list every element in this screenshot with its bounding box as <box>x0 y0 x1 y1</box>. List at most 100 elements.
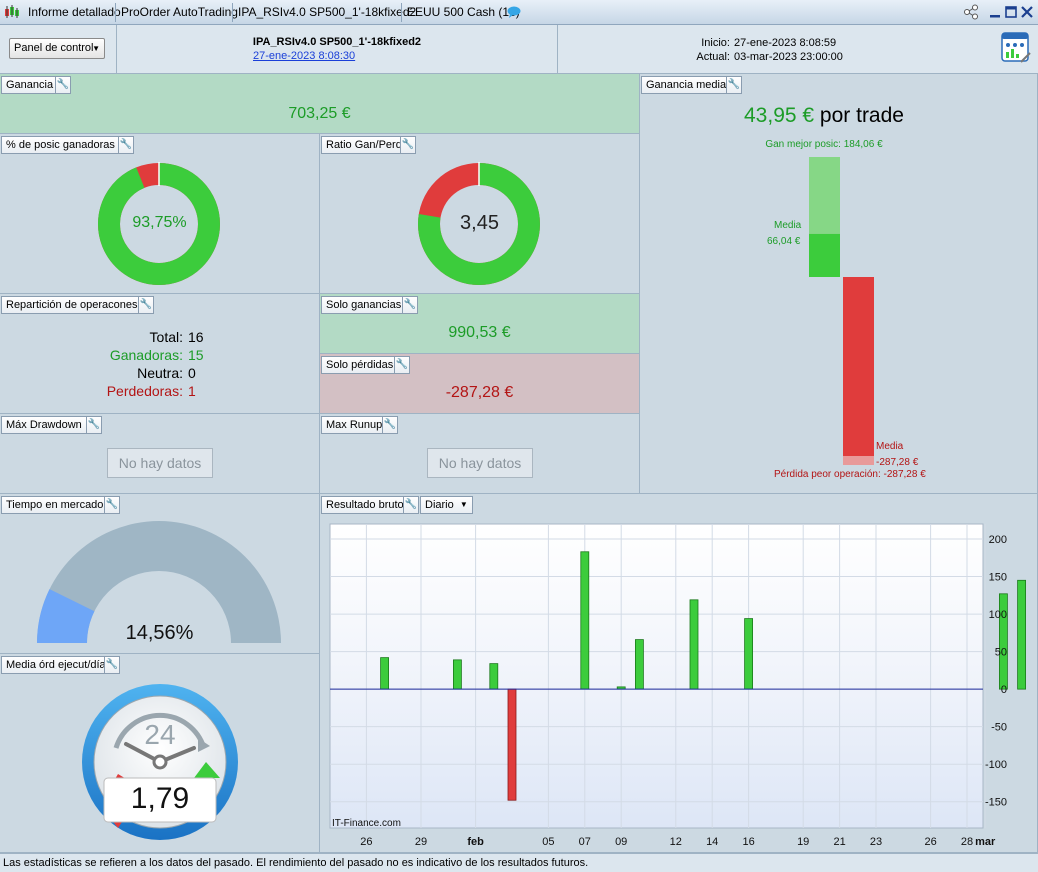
tiempo-mercado-value: 14,56% <box>125 622 194 644</box>
worst-loss-bar <box>843 277 874 465</box>
x-tick-label: 09 <box>615 836 627 848</box>
plot-area <box>329 523 984 829</box>
minimize-icon[interactable] <box>987 4 1003 20</box>
panel-de-control-dropdown[interactable]: Panel de control ▼ <box>9 38 105 59</box>
y-tick-label: -50 <box>991 722 1007 734</box>
chart-bar[interactable] <box>580 551 590 690</box>
ganancia-media-headline: 43,95 € por trade <box>640 104 1008 128</box>
current-label: Actual: <box>696 51 730 63</box>
solo-ganancias-label: Solo ganancias <box>321 296 407 314</box>
solo-perdidas-value: -287,28 € <box>445 384 514 401</box>
system-date-link[interactable]: 27-ene-2023 8:08:30 <box>253 50 356 62</box>
gauge-fill <box>37 589 95 643</box>
system-name: IPA_RSIv4.0 SP500_1'-18kfixed2 <box>117 36 557 48</box>
tab-proorder-autotrading[interactable]: ProOrder AutoTrading <box>121 5 238 19</box>
max-runup-widget: Max Runup 🔧 No hay datos <box>320 414 640 494</box>
x-tick-label: 29 <box>415 836 427 848</box>
y-tick-label: 150 <box>989 572 1007 584</box>
gauge-track <box>37 521 281 643</box>
date-range: Inicio: 27-ene-2023 8:08:59 Actual: 03-mar… <box>690 36 843 64</box>
reparticion-row-value: 0 <box>188 365 196 381</box>
start-value: 27-ene-2023 8:08:59 <box>734 37 837 49</box>
max-drawdown-label: Máx Drawdown <box>1 416 87 434</box>
chart-bar[interactable] <box>380 657 389 690</box>
chart-watermark: IT-Finance.com <box>332 818 401 829</box>
close-icon[interactable] <box>1019 4 1035 20</box>
ganancia-media-label: Ganancia media <box>641 76 732 94</box>
ratio-widget: Ratio Gan/Perd 🔧 3,45 <box>320 134 640 294</box>
clock-icon: 24 <box>82 684 238 840</box>
x-tick-label: feb <box>467 836 484 848</box>
wrench-icon[interactable]: 🔧 <box>55 76 71 94</box>
reparticion-widget: Repartición de operacones 🔧 Total: 16 Ga… <box>0 294 320 414</box>
start-label: Inicio: <box>701 37 730 49</box>
tiempo-mercado-gauge <box>37 521 281 643</box>
reparticion-row-label: Perdedoras: <box>106 383 183 399</box>
chart-bar[interactable] <box>507 688 517 801</box>
pct-ganadoras-widget: % de posic ganadoras 🔧 93,75% <box>0 134 320 294</box>
x-tick-label: 05 <box>542 836 554 848</box>
reparticion-row-value: 16 <box>188 329 204 345</box>
maximize-icon[interactable] <box>1003 4 1019 20</box>
current-value: 03-mar-2023 23:00:00 <box>734 51 843 63</box>
x-tick-label: mar <box>975 836 996 848</box>
chart-bar[interactable] <box>1017 579 1026 690</box>
tab-informe-detallado[interactable]: Informe detallado <box>28 5 121 19</box>
chart-bar[interactable] <box>489 663 499 690</box>
x-tick-label: 07 <box>579 836 591 848</box>
reparticion-row-label: Total: <box>149 329 183 345</box>
reparticion-list: Total: 16 Ganadoras: 15 Neutra: 0 Perded… <box>0 328 320 400</box>
resultado-bruto-chart: 200 150 100 50 0 -50 -100 -150 26 29 feb 05 07 09 12 1… <box>329 523 1026 848</box>
wrench-icon[interactable]: 🔧 <box>118 136 134 154</box>
wrench-icon[interactable]: 🔧 <box>402 296 418 314</box>
pct-ganadoras-value: 93,75% <box>132 214 187 231</box>
resultado-bruto-widget: Resultado bruto 🔧 Diario ▼ 200 150 100 50 0 -… <box>320 494 1038 853</box>
report-export-icon[interactable] <box>1001 32 1031 64</box>
chart-bar[interactable] <box>634 639 644 690</box>
reparticion-row: Perdedoras: 1 <box>0 382 320 400</box>
wrench-icon[interactable]: 🔧 <box>86 416 102 434</box>
solo-ganancias-widget: Solo ganancias 🔧 990,53 € <box>320 294 640 354</box>
wrench-icon[interactable]: 🔧 <box>726 76 742 94</box>
max-drawdown-widget: Máx Drawdown 🔧 No hay datos <box>0 414 320 494</box>
wrench-icon[interactable]: 🔧 <box>403 496 419 514</box>
tab-instrument[interactable]: EEUU 500 Cash (1€) <box>407 5 520 19</box>
wrench-icon[interactable]: 🔧 <box>382 416 398 434</box>
best-posic-label: Gan mejor posic: 184,06 € <box>765 139 883 150</box>
chart-bar[interactable] <box>689 599 699 690</box>
chart-bar[interactable] <box>452 659 462 690</box>
x-tick-label: 28 <box>961 836 973 848</box>
x-tick-label: 19 <box>797 836 809 848</box>
x-tick-label: 23 <box>870 836 882 848</box>
system-name-text: IPA_RSIv4.0 SP500_1'-18kfixed2 <box>252 36 422 48</box>
x-tick-label: 26 <box>360 836 372 848</box>
reparticion-row-label: Neutra: <box>137 365 183 381</box>
pct-ganadoras-label: % de posic ganadoras <box>1 136 120 154</box>
ganancia-value: 703,25 € <box>288 105 351 122</box>
x-tick-label: 14 <box>706 836 718 848</box>
wrench-icon[interactable]: 🔧 <box>138 296 154 314</box>
chat-bubble-icon[interactable] <box>507 6 521 18</box>
media-loss-label: Media <box>876 441 904 452</box>
solo-ganancias-value: 990,53 € <box>448 324 511 341</box>
wrench-icon[interactable]: 🔧 <box>394 356 410 374</box>
chart-bar[interactable] <box>999 593 1008 690</box>
reparticion-row-label: Ganadoras: <box>109 347 183 363</box>
chevron-down-icon: ▼ <box>459 500 468 509</box>
reparticion-row: Neutra: 0 <box>0 364 320 382</box>
reparticion-row: Total: 16 <box>0 328 320 346</box>
media-ord-value: 1,79 <box>130 782 190 815</box>
media-loss-value: -287,28 € <box>876 457 919 468</box>
wrench-icon[interactable]: 🔧 <box>104 656 120 674</box>
chart-bar[interactable] <box>744 618 754 690</box>
report-header: Panel de control ▼ IPA_RSIv4.0 SP500_1'-… <box>0 25 1038 74</box>
solo-perdidas-widget: Solo pérdidas 🔧 -287,28 € <box>320 354 640 414</box>
wrench-icon[interactable]: 🔧 <box>400 136 416 154</box>
media-ord-widget: Media órd ejecut/día 🔧 24 1,79 <box>0 654 320 853</box>
wrench-icon[interactable]: 🔧 <box>104 496 120 514</box>
ganancia-media-value: 43,95 € <box>744 104 815 127</box>
share-icon[interactable] <box>963 4 979 20</box>
period-dropdown[interactable]: Diario ▼ <box>420 496 473 514</box>
x-tick-label: 16 <box>742 836 754 848</box>
tab-system-name[interactable]: IPA_RSIv4.0 SP500_1'-18kfixed2 <box>238 5 417 19</box>
